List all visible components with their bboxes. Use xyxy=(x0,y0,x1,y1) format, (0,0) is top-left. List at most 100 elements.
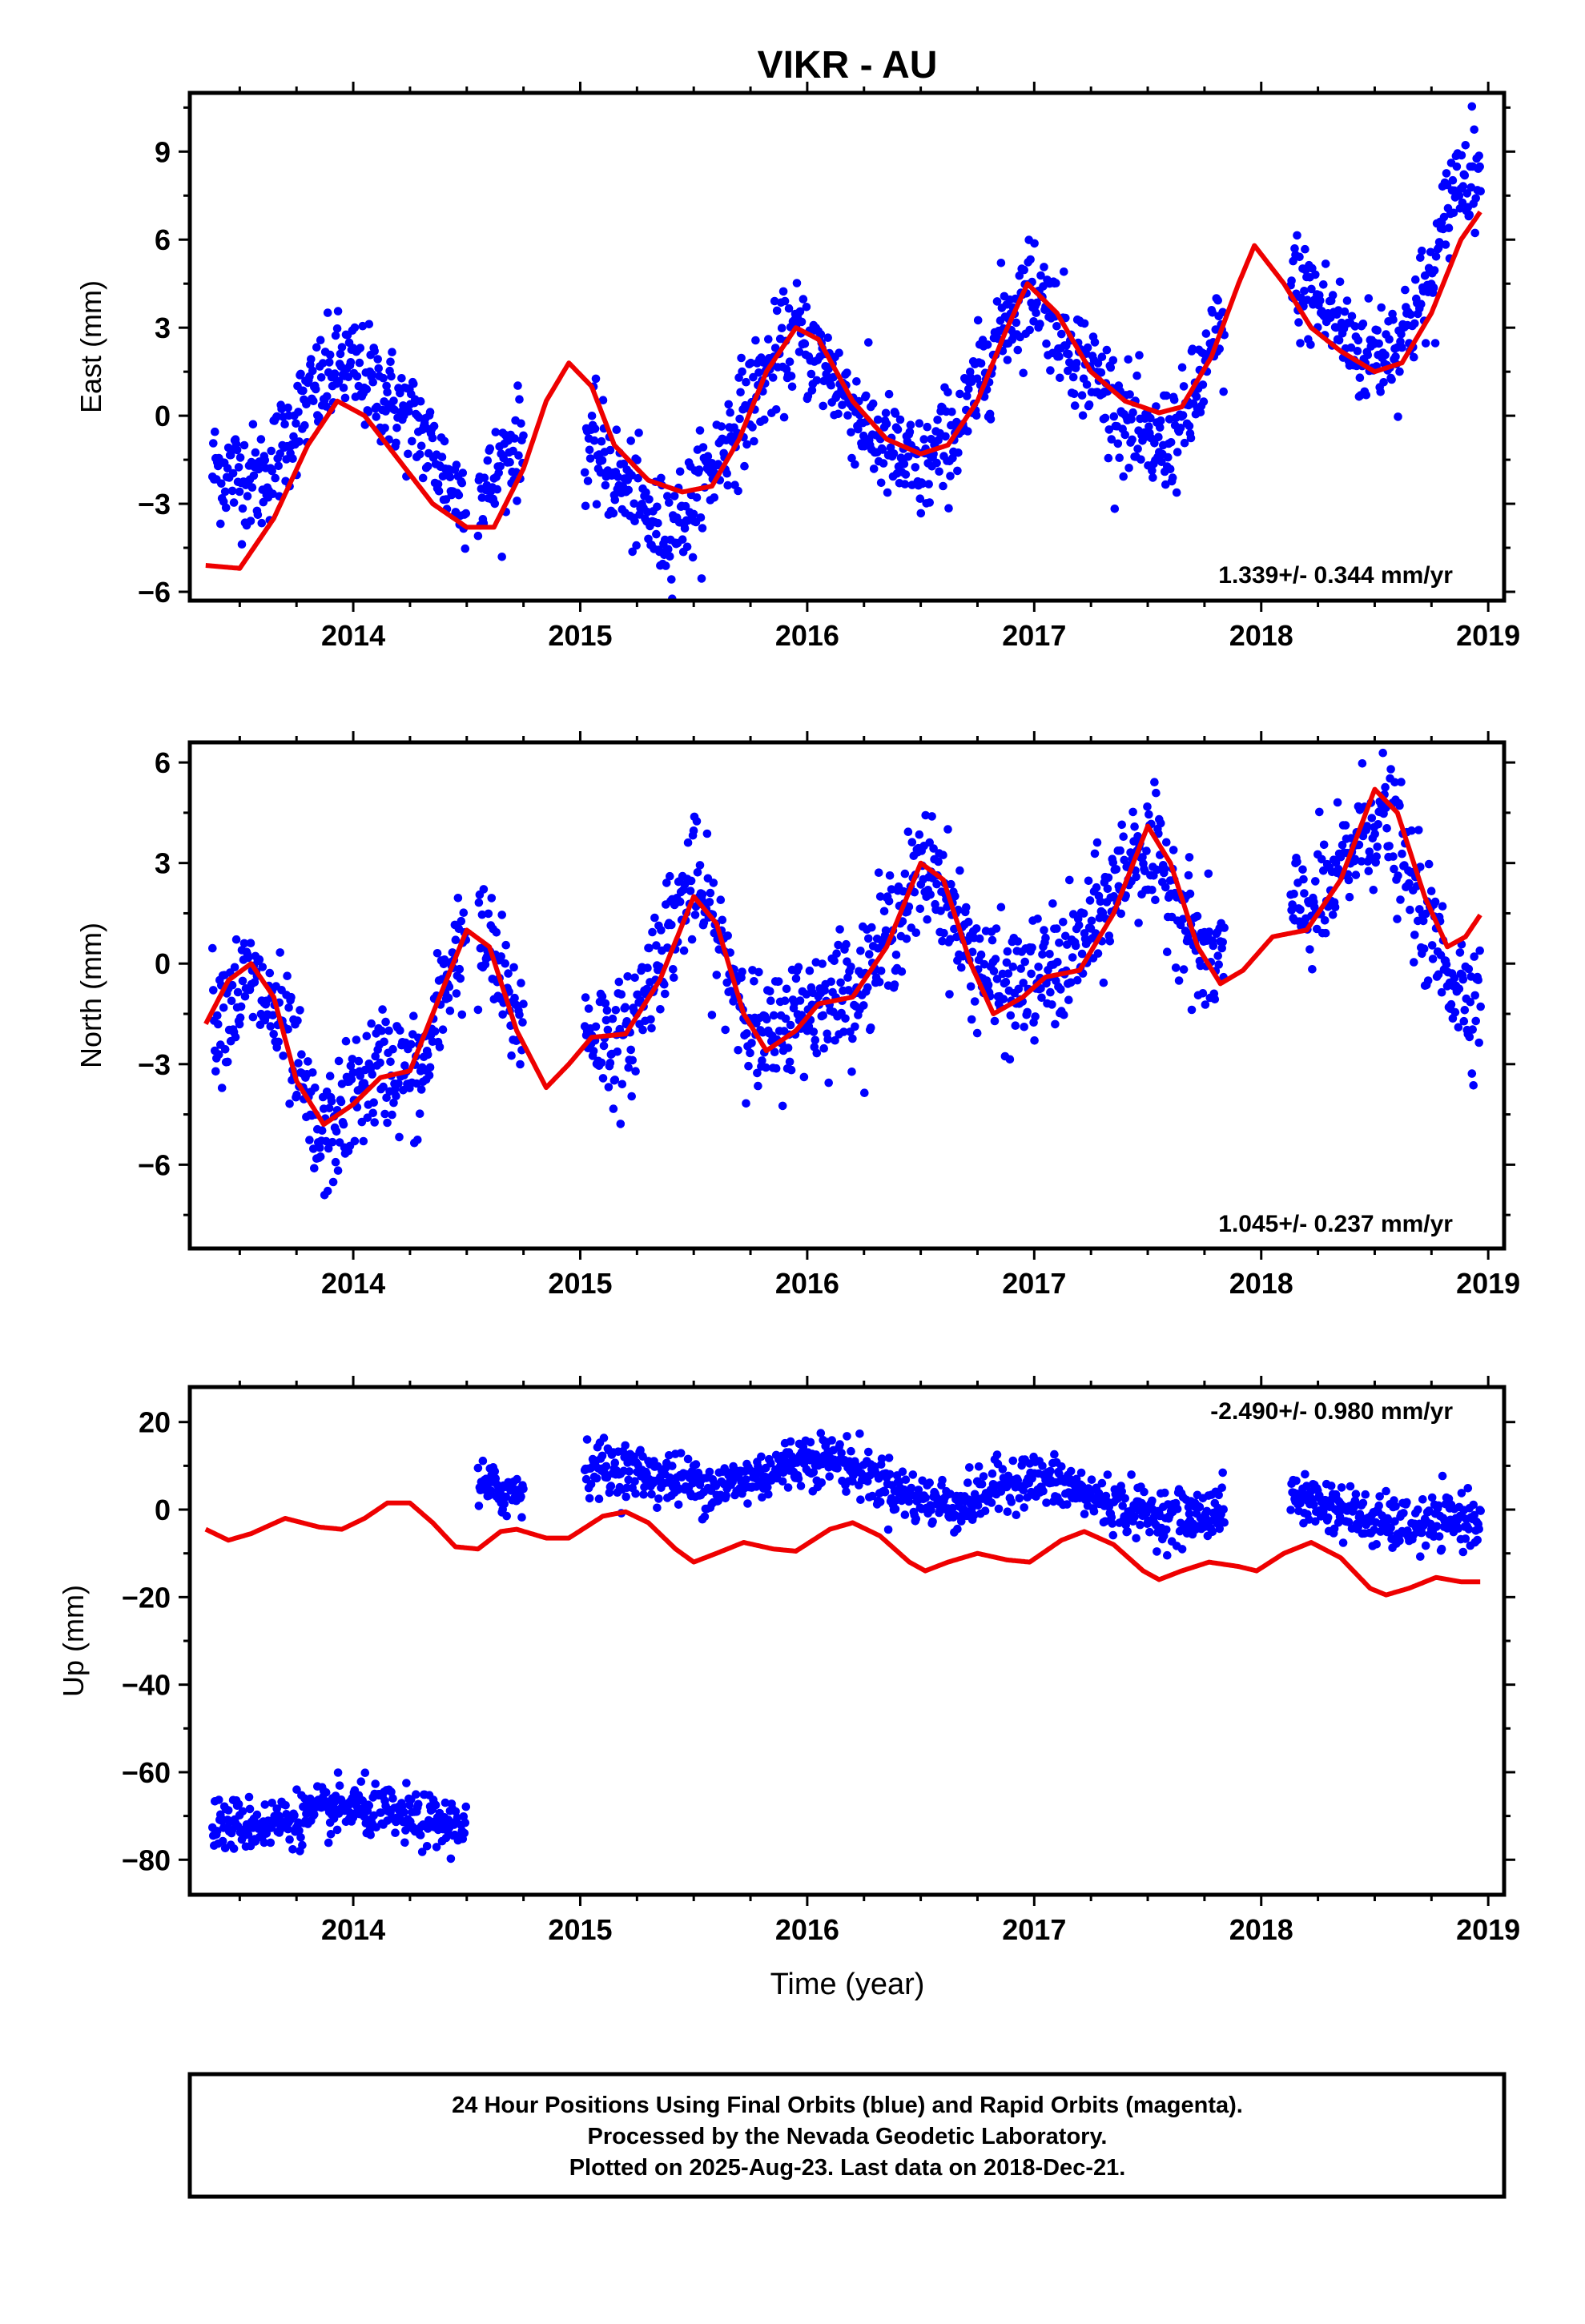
north-data-point xyxy=(515,1010,524,1019)
north-data-point xyxy=(626,1045,635,1055)
up-plot-frame xyxy=(187,1385,1507,1897)
east-data-point xyxy=(237,540,247,549)
north-data-point xyxy=(501,940,510,950)
east-data-point xyxy=(1144,422,1153,431)
north-data-point xyxy=(392,1092,400,1100)
north-data-point xyxy=(311,1084,320,1092)
up-data-point xyxy=(1386,1523,1395,1533)
east-data-point xyxy=(642,488,650,497)
east-data-point xyxy=(1032,308,1040,318)
east-data-point xyxy=(1026,255,1035,264)
east-model-curve xyxy=(204,210,1482,571)
north-data-point xyxy=(1045,950,1054,959)
up-data-point xyxy=(388,1794,397,1803)
east-data-point xyxy=(1124,355,1132,364)
up-data-point xyxy=(1185,1510,1194,1518)
east-data-point xyxy=(780,296,790,306)
east-data-point xyxy=(1149,473,1157,482)
north-data-point xyxy=(1205,927,1214,936)
east-data-point xyxy=(392,438,400,448)
east-data-point xyxy=(1466,183,1476,192)
up-data-point xyxy=(1003,1507,1012,1516)
east-data-point xyxy=(355,358,364,368)
north-data-point xyxy=(1308,965,1317,974)
east-data-point xyxy=(1444,223,1454,233)
east-data-point xyxy=(1042,339,1051,348)
north-data-point xyxy=(1134,919,1143,927)
up-data-point xyxy=(654,1494,663,1503)
east-data-point xyxy=(1300,287,1309,296)
north-data-point xyxy=(624,1063,633,1072)
north-data-point xyxy=(911,928,921,937)
north-data-point xyxy=(316,1152,325,1161)
north-data-point xyxy=(1072,975,1082,985)
east-data-point xyxy=(1328,291,1338,300)
north-data-point xyxy=(1201,1000,1210,1009)
east-data-point xyxy=(316,373,326,382)
east-data-point xyxy=(746,358,755,368)
up-data-point xyxy=(1464,1525,1474,1534)
north-data-point xyxy=(425,1063,435,1072)
east-data-point xyxy=(680,524,690,533)
east-data-point xyxy=(1093,359,1103,368)
east-data-point xyxy=(1077,391,1087,400)
up-x-tick-label: 2017 xyxy=(1002,1913,1066,1946)
east-data-point xyxy=(381,407,390,416)
up-data-point xyxy=(885,1470,895,1479)
up-data-point xyxy=(953,1524,962,1534)
north-data-point xyxy=(670,973,678,982)
up-data-point xyxy=(1424,1506,1434,1515)
north-data-point xyxy=(723,931,732,940)
east-data-point xyxy=(1040,263,1048,271)
north-data-point xyxy=(742,1029,751,1038)
east-data-point xyxy=(795,348,804,356)
up-data-point xyxy=(1473,1535,1482,1545)
east-data-point xyxy=(652,529,661,539)
east-data-point xyxy=(628,547,637,557)
north-data-point xyxy=(1434,970,1443,979)
up-data-point xyxy=(1469,1500,1478,1510)
north-data-point xyxy=(716,895,726,904)
east-data-point xyxy=(1355,373,1365,383)
up-data-point xyxy=(1220,1518,1229,1527)
up-data-point xyxy=(864,1447,873,1457)
east-data-point xyxy=(333,307,343,316)
east-data-point xyxy=(295,437,304,446)
east-x-tick-label: 2014 xyxy=(321,619,385,652)
up-data-point xyxy=(1434,1501,1443,1510)
east-data-point xyxy=(1303,296,1312,304)
east-data-point xyxy=(1176,424,1185,432)
up-data-point xyxy=(855,1429,864,1438)
north-data-point xyxy=(1465,1032,1474,1042)
north-data-point xyxy=(1013,937,1023,946)
north-data-point xyxy=(618,1080,627,1089)
north-y-tick-label: 3 xyxy=(155,847,171,880)
east-y-tick-label: −6 xyxy=(138,576,171,609)
up-data-point xyxy=(364,1801,374,1810)
north-data-point xyxy=(1397,778,1406,786)
up-data-point xyxy=(998,1465,1008,1474)
panel-east: 2014 2015 2016 2017 2018 2019 −6 −3 0 3 6 9 East (mm… xyxy=(74,82,1520,652)
north-data-point xyxy=(356,1072,365,1080)
east-data-point xyxy=(1146,413,1155,423)
east-data-point xyxy=(1213,296,1222,305)
east-data-point xyxy=(785,357,795,367)
north-data-point xyxy=(451,935,461,944)
north-data-point xyxy=(1033,915,1042,923)
up-data-point xyxy=(847,1446,855,1456)
east-data-point xyxy=(372,412,381,421)
east-data-point xyxy=(983,340,992,349)
east-data-point xyxy=(383,388,392,397)
north-data-point xyxy=(459,908,469,917)
up-data-point xyxy=(332,1825,342,1835)
east-data-point xyxy=(496,462,505,471)
north-data-point xyxy=(477,910,487,919)
east-data-point xyxy=(1290,244,1299,253)
north-data-point xyxy=(1438,902,1447,911)
east-data-point xyxy=(876,478,886,488)
east-data-point xyxy=(1196,408,1205,416)
north-data-point xyxy=(1455,948,1465,957)
east-data-point xyxy=(1418,246,1426,255)
north-data-point xyxy=(766,987,774,996)
north-data-point xyxy=(352,1035,361,1044)
